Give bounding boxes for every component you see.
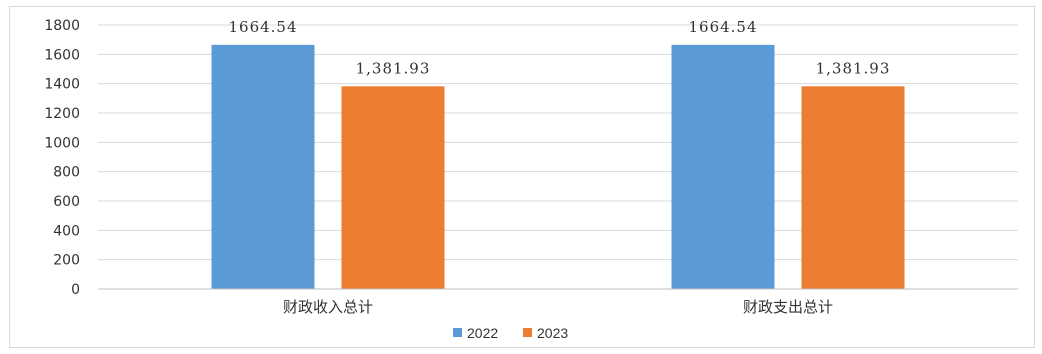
bar-2022-1 (672, 45, 775, 289)
y-tick-label: 1800 (44, 18, 80, 34)
y-tick-label: 400 (53, 223, 80, 239)
y-tick-label: 600 (53, 194, 80, 210)
data-label: 1,381.93 (816, 59, 891, 77)
bar-2023-1 (802, 86, 905, 289)
legend-label: 2022 (467, 325, 498, 341)
y-tick-label: 1200 (44, 106, 80, 122)
y-tick-label: 0 (71, 282, 80, 298)
y-tick-label: 1000 (44, 135, 80, 151)
data-label: 1664.54 (688, 18, 757, 36)
legend-swatch-2023 (523, 328, 532, 337)
x-category-label: 财政支出总计 (743, 298, 833, 316)
y-tick-label: 800 (53, 165, 80, 181)
y-tick-label: 200 (53, 253, 80, 269)
legend: 2022 2023 (453, 325, 568, 341)
data-label: 1,381.93 (356, 59, 431, 77)
legend-swatch-2022 (453, 328, 462, 337)
x-axis: 财政收入总计 财政支出总计 (98, 289, 1018, 316)
y-tick-label: 1400 (44, 77, 80, 93)
y-axis-tick-labels: 0 200 400 600 800 1000 1200 1400 1600 1800 (44, 18, 80, 298)
data-label: 1664.54 (228, 18, 297, 36)
bar-2023-0 (342, 86, 445, 289)
y-tick-label: 1600 (44, 47, 80, 63)
legend-label: 2023 (537, 325, 568, 341)
data-labels: 1664.54 1,381.93 1664.54 1,381.93 (228, 18, 890, 77)
bar-2022-0 (212, 45, 315, 289)
bars (212, 45, 905, 289)
x-category-label: 财政收入总计 (283, 298, 373, 316)
